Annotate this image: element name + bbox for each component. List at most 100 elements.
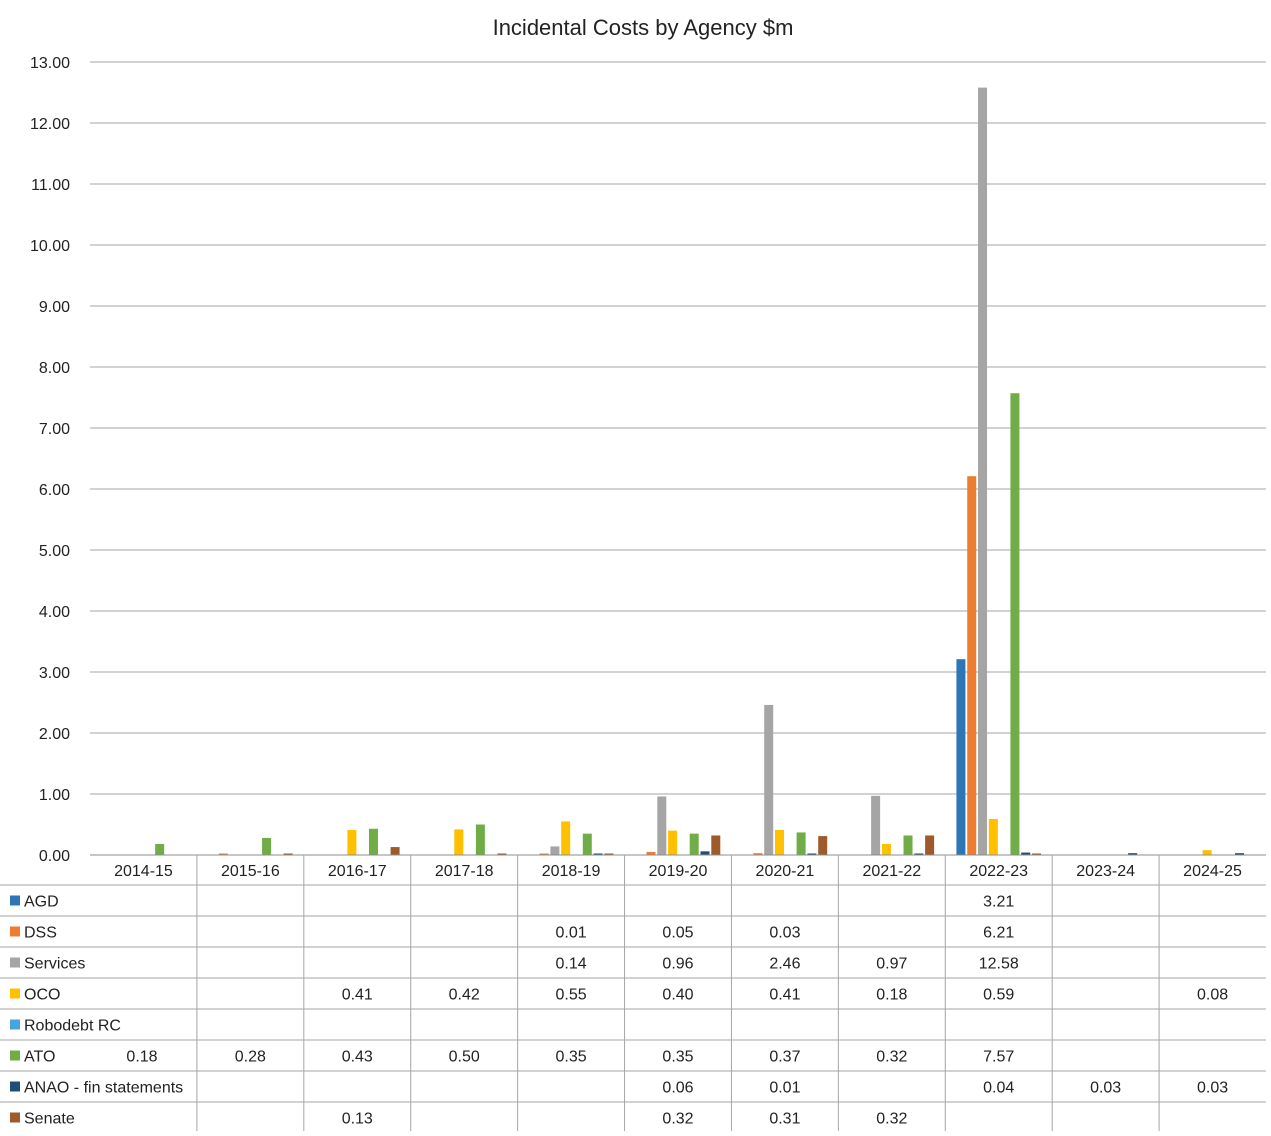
legend-key-services bbox=[10, 957, 20, 968]
legend-key-oco bbox=[10, 988, 20, 999]
data-label: 0.08 bbox=[1197, 987, 1228, 1004]
bar-services-2018-19 bbox=[550, 846, 560, 855]
data-label: 0.13 bbox=[342, 1111, 373, 1128]
y-tick-label: 6.00 bbox=[39, 482, 70, 499]
data-label: 2.46 bbox=[769, 956, 800, 973]
data-label: 0.03 bbox=[1197, 1080, 1228, 1097]
legend-label-dss: DSS bbox=[24, 925, 57, 942]
bar-oco-2016-17 bbox=[347, 829, 357, 855]
legend-label-anao-fin-statements: ANAO - fin statements bbox=[24, 1080, 183, 1097]
x-category-label: 2019-20 bbox=[649, 863, 708, 880]
bar-senate-2016-17 bbox=[390, 847, 400, 855]
bar-ato-2020-21 bbox=[796, 832, 806, 855]
x-category-label: 2015-16 bbox=[221, 863, 280, 880]
data-label: 0.18 bbox=[876, 987, 907, 1004]
data-label: 0.97 bbox=[876, 956, 907, 973]
bar-series bbox=[90, 87, 1266, 856]
y-tick-label: 1.00 bbox=[39, 787, 70, 804]
gridlines bbox=[90, 61, 1266, 856]
legend-key-agd bbox=[10, 895, 20, 906]
data-label: 0.50 bbox=[449, 1049, 480, 1066]
bar-oco-2017-18 bbox=[454, 829, 464, 855]
bar-anao-fin-statements-2020-21 bbox=[807, 853, 817, 855]
y-tick-label: 10.00 bbox=[30, 238, 70, 255]
legend-label-senate: Senate bbox=[24, 1111, 75, 1128]
x-category-label: 2017-18 bbox=[435, 863, 494, 880]
legend-label-ato: ATO bbox=[24, 1049, 55, 1066]
bar-ato-2019-20 bbox=[689, 833, 699, 855]
data-label: 7.57 bbox=[983, 1049, 1014, 1066]
data-label: 12.58 bbox=[979, 956, 1019, 973]
bar-agd-2022-23 bbox=[956, 659, 966, 855]
data-label: 0.35 bbox=[556, 1049, 587, 1066]
data-label: 0.42 bbox=[449, 987, 480, 1004]
data-label: 0.35 bbox=[662, 1049, 693, 1066]
x-category-label: 2021-22 bbox=[862, 863, 921, 880]
bar-senate-2022-23 bbox=[1032, 853, 1042, 855]
bar-services-2019-20 bbox=[657, 796, 667, 855]
bar-services-2020-21 bbox=[764, 704, 774, 855]
data-label: 0.01 bbox=[769, 1080, 800, 1097]
bar-ato-2017-18 bbox=[475, 824, 485, 855]
data-label: 3.21 bbox=[983, 894, 1014, 911]
bar-ato-2021-22 bbox=[903, 835, 913, 855]
bar-anao-fin-statements-2022-23 bbox=[1021, 852, 1031, 855]
data-label: 0.05 bbox=[662, 925, 693, 942]
y-tick-label: 3.00 bbox=[39, 665, 70, 682]
x-category-label: 2020-21 bbox=[756, 863, 815, 880]
data-label: 0.14 bbox=[556, 956, 587, 973]
bar-ato-2018-19 bbox=[582, 833, 592, 855]
bar-anao-fin-statements-2023-24 bbox=[1128, 853, 1138, 855]
bar-services-2022-23 bbox=[978, 87, 988, 856]
legend-label-services: Services bbox=[24, 956, 85, 973]
bar-oco-2021-22 bbox=[881, 844, 891, 855]
x-category-label: 2023-24 bbox=[1076, 863, 1135, 880]
legend-label-oco: OCO bbox=[24, 987, 60, 1004]
data-label: 0.03 bbox=[1090, 1080, 1121, 1097]
legend-key-robodebt-rc bbox=[10, 1019, 20, 1030]
bar-services-2021-22 bbox=[871, 795, 881, 855]
y-tick-label: 11.00 bbox=[31, 177, 70, 194]
data-label: 0.32 bbox=[876, 1049, 907, 1066]
bar-oco-2019-20 bbox=[668, 830, 678, 855]
data-label: 0.37 bbox=[769, 1049, 800, 1066]
x-category-label: 2024-25 bbox=[1183, 863, 1242, 880]
bar-oco-2018-19 bbox=[561, 821, 571, 855]
data-label: 0.43 bbox=[342, 1049, 373, 1066]
bar-senate-2020-21 bbox=[818, 836, 828, 855]
y-tick-label: 9.00 bbox=[39, 299, 70, 316]
data-label: 0.06 bbox=[662, 1080, 693, 1097]
data-label: 0.18 bbox=[126, 1049, 157, 1066]
legend-key-senate bbox=[10, 1112, 20, 1123]
legend-key-anao-fin-statements bbox=[10, 1081, 20, 1092]
bar-anao-fin-statements-2019-20 bbox=[700, 851, 710, 855]
y-tick-label: 4.00 bbox=[39, 604, 70, 621]
bar-ato-2015-16 bbox=[262, 837, 272, 855]
legend-label-robodebt-rc: Robodebt RC bbox=[24, 1018, 121, 1035]
data-label: 0.03 bbox=[769, 925, 800, 942]
data-label: 0.96 bbox=[662, 956, 693, 973]
chart-title: Incidental Costs by Agency $m bbox=[493, 15, 794, 40]
legend-label-agd: AGD bbox=[24, 894, 59, 911]
x-category-label: 2016-17 bbox=[328, 863, 387, 880]
bar-oco-2022-23 bbox=[988, 819, 998, 855]
data-label: 0.28 bbox=[235, 1049, 266, 1066]
data-label: 6.21 bbox=[983, 925, 1014, 942]
bar-ato-2022-23 bbox=[1010, 393, 1020, 855]
bar-dss-2020-21 bbox=[753, 853, 763, 855]
data-label: 0.59 bbox=[983, 987, 1014, 1004]
bar-dss-2019-20 bbox=[646, 851, 656, 855]
bar-dss-2022-23 bbox=[967, 476, 977, 855]
bar-dss-2015-16 bbox=[218, 853, 228, 855]
y-axis-tick-labels: 0.00 1.00 2.00 3.00 4.00 5.00 6.00 7.00 8.00 9.00… bbox=[30, 55, 70, 865]
y-tick-label: 8.00 bbox=[39, 360, 70, 377]
y-tick-label: 7.00 bbox=[39, 421, 70, 438]
y-tick-label: 5.00 bbox=[39, 543, 70, 560]
bar-senate-2019-20 bbox=[711, 835, 721, 855]
data-label: 0.04 bbox=[983, 1080, 1014, 1097]
bar-ato-2016-17 bbox=[368, 828, 378, 855]
data-label: 0.41 bbox=[342, 987, 373, 1004]
x-category-label: 2014-15 bbox=[114, 863, 173, 880]
